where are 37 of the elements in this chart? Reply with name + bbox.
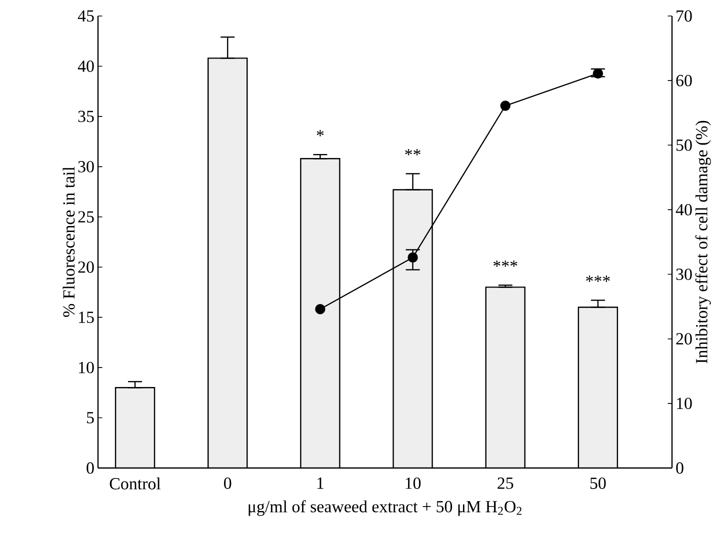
y-tick-label: 30 [78,160,94,172]
x-tick-label: 0 [224,478,232,489]
y-tick-label: 35 [78,110,94,122]
x-tick-label: 10 [406,478,421,489]
x-tick-label: 1 [317,478,324,489]
y-tick-label: 5 [86,412,94,424]
annotation: *** [586,276,610,282]
y2-tick-label: 10 [677,398,692,410]
y-tick-label: 45 [78,10,94,22]
bar [486,287,525,468]
y2-tick-label: 60 [676,74,692,86]
y2-tick-label: 70 [676,10,692,22]
bar [116,388,155,468]
annotation: *** [493,260,518,267]
y-axis-title: % Fluorescence in tail [62,166,75,317]
x-tick-label: 25 [498,478,514,489]
y2-tick-label: 30 [676,268,692,280]
y-tick-label: 40 [78,60,94,72]
annotation: ** [405,149,420,156]
y2-tick-label: 0 [676,462,684,474]
bar [393,190,432,468]
y-tick-label: 25 [78,211,94,223]
x-tick-label: 50 [590,478,606,489]
y2-tick-label: 40 [676,204,692,216]
y2-tick-label: 20 [676,333,692,345]
y2-axis-title: Inhibitory effect of cell damage (%) [695,120,711,364]
bar [300,158,340,468]
x-tick-label: Control [110,478,161,490]
y-tick-label: 0 [86,462,94,474]
y-tick-label: 15 [79,312,94,324]
annotation: * [316,130,324,136]
y-tick-label: 10 [79,362,94,374]
y-tick-label: 20 [78,261,94,273]
x-axis-title: μg/ml of seaweed extract + 50 μM H$_{2}$O$_{2}$ [248,500,522,516]
bar [208,58,248,468]
bar [578,306,618,468]
y2-tick-label: 50 [676,139,692,151]
